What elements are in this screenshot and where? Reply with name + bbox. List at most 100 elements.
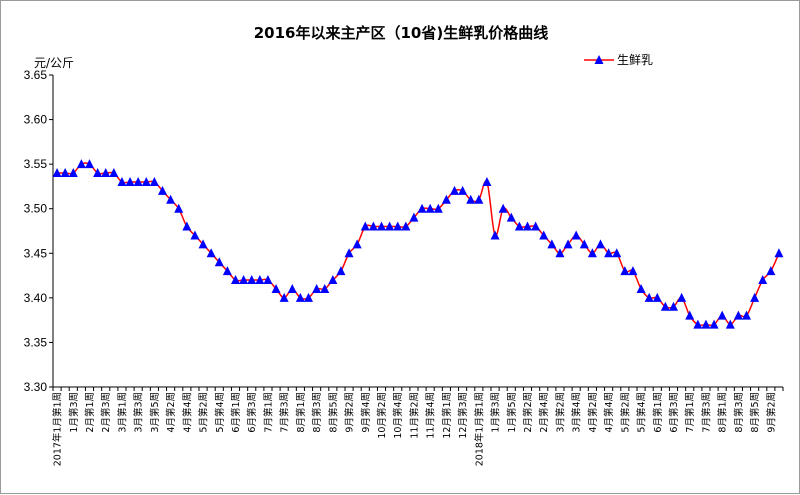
x-tick-label: 9月第4周: [360, 392, 372, 433]
x-tick-label: 8月第5周: [749, 392, 761, 433]
data-point-marker: [158, 185, 167, 195]
data-point-marker: [725, 319, 735, 329]
legend: 生鲜乳: [584, 53, 653, 67]
series-line: [57, 162, 780, 327]
x-tick-label: 5月第4周: [636, 392, 648, 433]
y-tick-label: 3.40: [24, 291, 48, 305]
data-point-marker: [60, 168, 70, 178]
x-tick-label: 9月第2周: [344, 392, 356, 433]
data-point-marker: [596, 239, 605, 249]
x-tick-label: 3月第4周: [571, 392, 583, 433]
data-point-marker: [742, 310, 751, 320]
x-tick-label: 3月第5周: [149, 392, 161, 433]
data-point-marker: [336, 266, 346, 276]
y-tick-label: 3.60: [24, 113, 48, 127]
data-point-marker: [206, 248, 216, 258]
data-point-marker: [482, 176, 492, 186]
x-tick-label: 6月第3周: [246, 392, 258, 433]
data-point-marker: [149, 176, 159, 186]
y-axis-unit-label: 元/公斤: [34, 56, 74, 70]
data-point-marker: [393, 221, 403, 231]
x-tick-label: 1月第5周: [506, 392, 518, 433]
data-point-marker: [604, 248, 614, 258]
data-point-marker: [174, 203, 184, 213]
x-tick-label: 10月第4周: [392, 392, 404, 439]
data-point-marker: [182, 221, 192, 231]
data-point-marker: [231, 275, 240, 285]
chart-title: 2016年以来主产区（10省)生鲜乳价格曲线: [254, 24, 548, 42]
data-point-marker: [506, 212, 516, 222]
x-tick-label: 7月第1周: [262, 392, 274, 433]
data-point-marker: [636, 283, 646, 293]
data-point-marker: [612, 248, 622, 258]
x-tick-label: 5月第2周: [198, 392, 210, 433]
data-point-marker: [117, 176, 127, 186]
y-tick-label: 3.65: [24, 68, 48, 82]
data-point-marker: [531, 221, 541, 231]
data-point-marker: [166, 194, 176, 204]
data-point-marker: [450, 185, 459, 195]
data-point-marker: [312, 283, 322, 293]
data-point-marker: [222, 266, 232, 276]
x-tick-label: 8月第3周: [311, 392, 323, 433]
data-point-marker: [709, 319, 719, 329]
data-point-marker: [133, 176, 143, 186]
x-tick-label: 6月第1周: [230, 392, 242, 433]
data-point-marker: [433, 203, 443, 213]
x-tick-label: 10月第2周: [376, 392, 388, 439]
data-point-marker: [377, 221, 386, 231]
x-tick-label: 6月第3周: [668, 392, 680, 433]
x-tick-label: 8月第1周: [717, 392, 729, 433]
data-point-marker: [344, 248, 354, 258]
data-point-marker: [490, 230, 500, 240]
data-point-marker: [628, 266, 638, 276]
data-point-marker: [758, 275, 768, 285]
x-tick-label: 12月第1周: [441, 392, 453, 439]
data-point-marker: [587, 248, 597, 258]
data-point-marker: [287, 283, 297, 293]
x-tick-label: 12月第3周: [457, 392, 469, 439]
x-tick-label: 7月第3周: [700, 392, 712, 433]
x-tick-label: 4月第4周: [181, 392, 193, 433]
data-point-marker: [717, 310, 727, 320]
data-point-marker: [125, 176, 135, 186]
data-point-marker: [425, 203, 435, 213]
data-point-marker: [271, 283, 281, 293]
data-point-marker: [101, 168, 111, 178]
x-tick-label: 7月第3周: [279, 392, 291, 433]
data-point-marker: [750, 292, 760, 302]
x-tick-label: 3月第1周: [116, 392, 128, 433]
data-point-marker: [441, 194, 451, 204]
data-point-marker: [409, 212, 419, 222]
data-point-marker: [85, 159, 94, 169]
data-point-marker: [571, 230, 581, 240]
data-point-marker: [239, 275, 249, 285]
data-point-marker: [733, 310, 743, 320]
data-point-marker: [652, 292, 662, 302]
data-point-marker: [539, 230, 549, 240]
data-point-marker: [523, 221, 532, 231]
x-tick-label: 4月第4周: [603, 392, 615, 433]
data-point-marker: [279, 292, 289, 302]
x-tick-label: 8月第5周: [327, 392, 339, 433]
data-point-marker: [360, 221, 370, 231]
data-point-marker: [693, 319, 703, 329]
x-tick-label: 6月第1周: [652, 392, 664, 433]
x-tick-label: 2月第2周: [522, 392, 534, 433]
data-point-marker: [93, 168, 103, 178]
data-point-marker: [198, 239, 208, 249]
x-tick-label: 2017年1月第1周: [52, 392, 64, 466]
y-tick-label: 3.30: [24, 380, 48, 394]
x-tick-label: 4月第2周: [165, 392, 177, 433]
data-point-marker: [685, 310, 695, 320]
data-point-marker: [579, 239, 589, 249]
data-point-marker: [563, 239, 573, 249]
data-point-marker: [766, 266, 776, 276]
data-point-marker: [263, 275, 273, 285]
x-tick-label: 8月第3周: [733, 392, 745, 433]
legend-marker-icon: [594, 55, 604, 64]
x-tick-label: 2月第1周: [84, 392, 96, 433]
data-point-marker: [498, 203, 508, 213]
x-tick-label: 4月第2周: [587, 392, 599, 433]
data-point-marker: [214, 257, 224, 267]
